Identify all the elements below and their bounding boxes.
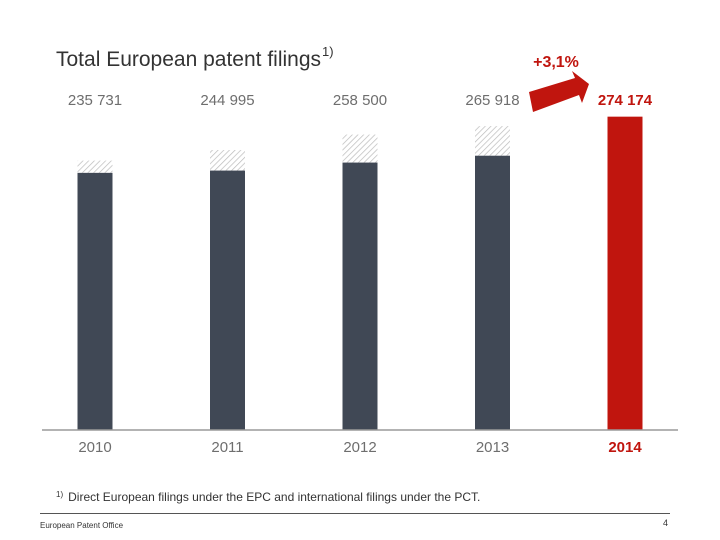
bar-hatched-2012 bbox=[342, 134, 378, 163]
bar-hatched-2011 bbox=[210, 150, 245, 171]
value-label-2013: 265 918 bbox=[465, 92, 519, 109]
chart-title: Total European patent filings1) bbox=[56, 44, 334, 72]
bar-hatched-2010 bbox=[77, 160, 113, 173]
bar-hatched-2013 bbox=[475, 126, 510, 156]
footnote-mark: 1) bbox=[56, 490, 64, 499]
footer-organization: European Patent Office bbox=[40, 521, 124, 530]
growth-arrow-shape bbox=[529, 71, 589, 112]
bar-2012 bbox=[342, 162, 378, 431]
growth-arrow bbox=[529, 71, 589, 112]
category-label-2011: 2011 bbox=[211, 439, 243, 456]
bar-2011 bbox=[210, 170, 245, 431]
bar-2013 bbox=[475, 155, 510, 430]
growth-label: +3,1% bbox=[533, 54, 579, 71]
category-label-2010: 2010 bbox=[78, 439, 111, 456]
value-label-2014: 274 174 bbox=[598, 92, 653, 109]
chart-title-text: Total European patent filings bbox=[56, 48, 322, 71]
category-label-2013: 2013 bbox=[476, 439, 509, 456]
value-label-2011: 244 995 bbox=[200, 92, 254, 109]
bar-chart: 235 731 2010 244 995 2011 258 500 2012 265 918… bbox=[42, 54, 678, 456]
footnote: 1) Direct European filings under the EPC … bbox=[56, 490, 480, 504]
footer-divider bbox=[40, 513, 670, 514]
bar-2014 bbox=[607, 116, 643, 430]
category-label-2012: 2012 bbox=[343, 439, 376, 456]
footnote-text: Direct European filings under the EPC an… bbox=[68, 490, 481, 504]
bar-2010 bbox=[77, 172, 113, 430]
category-label-2014: 2014 bbox=[608, 439, 642, 456]
title-footnote-mark: 1) bbox=[322, 44, 334, 59]
value-label-2010: 235 731 bbox=[68, 92, 122, 109]
value-label-2012: 258 500 bbox=[333, 92, 387, 109]
page-number: 4 bbox=[662, 518, 668, 528]
